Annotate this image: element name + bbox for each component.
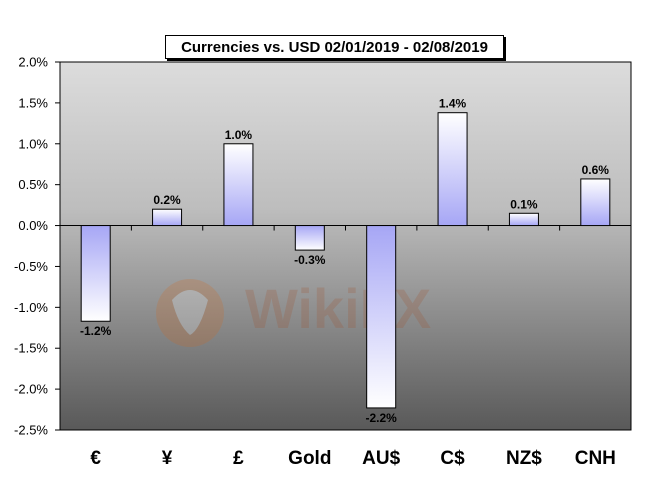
y-tick-label: -1.5% [14,341,48,356]
y-tick-label: -0.5% [14,259,48,274]
y-tick-label: -2.0% [14,382,48,397]
data-label-4: -2.2% [366,411,398,425]
bar-5 [437,112,468,227]
bar-0 [80,225,111,322]
chart-title: Currencies vs. USD 02/01/2019 - 02/08/20… [165,35,504,59]
x-category-label-6: NZ$ [506,448,542,469]
bar-7 [580,178,611,227]
y-axis: 2.0% 1.5% 1.0% 0.5% 0.0% -0.5% -1.0% -1.5% -2.0%… [14,55,60,438]
watermark: WikiFX [156,277,431,347]
x-category-label-4: AU$ [362,448,400,469]
y-tick-label: 1.0% [18,136,48,151]
data-label-1: 0.2% [153,193,181,207]
data-label-3: -0.3% [294,253,326,267]
x-category-label-0: € [90,448,101,469]
bar-2 [223,143,254,227]
bars [80,112,611,409]
x-category-label-3: Gold [288,448,331,469]
watermark-logo-inner-icon [172,290,208,335]
data-label-6: 0.1% [510,197,538,211]
data-label-2: 1.0% [225,128,253,142]
bar-4 [366,225,397,409]
y-tick-label: 0.5% [18,177,48,192]
x-category-label-1: ¥ [162,448,173,469]
watermark-text: WikiFX [245,277,431,340]
plot-area [59,61,632,431]
x-axis-labels: € ¥ £ Gold AU$ C$ NZ$ CNH [90,448,616,469]
x-axis-ticks [59,225,632,231]
y-tick-label: 0.0% [18,218,48,233]
bar-6 [508,212,539,227]
data-label-0: -1.2% [80,324,112,338]
y-tick-label: -1.0% [14,300,48,315]
x-category-label-2: £ [233,448,244,469]
bar-1 [152,208,183,227]
watermark-logo-icon [156,279,224,347]
x-category-label-5: C$ [440,448,465,469]
y-tick-label: 1.5% [18,95,48,110]
data-labels: -1.2% 0.2% 1.0% -0.3% -2.2% 1.4% 0.1% 0.6% [80,97,609,425]
y-tick-label: 2.0% [18,55,48,70]
y-tick-label: -2.5% [14,423,48,438]
bar-3 [294,225,325,251]
data-label-5: 1.4% [439,97,467,111]
data-label-7: 0.6% [582,163,610,177]
x-category-label-7: CNH [575,448,616,469]
